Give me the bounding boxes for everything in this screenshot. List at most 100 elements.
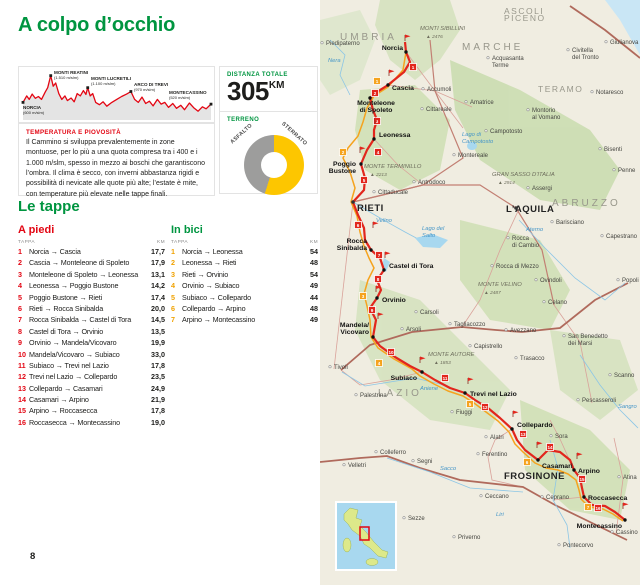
svg-text:Collepardo: Collepardo xyxy=(517,422,553,429)
climate-note: TEMPERATURA E PIOVOSITÀ Il Cammino si sv… xyxy=(18,123,215,198)
stage-row: 14 Casamari → Arpino 21,9 xyxy=(18,395,165,405)
col-stage-label: TAPPA xyxy=(171,240,189,245)
svg-text:2: 2 xyxy=(374,91,377,96)
svg-text:Aniene: Aniene xyxy=(419,386,439,392)
svg-text:6: 6 xyxy=(526,460,529,465)
svg-text:Atina: Atina xyxy=(623,475,637,481)
svg-text:16: 16 xyxy=(595,506,601,511)
italy-silhouette xyxy=(343,507,389,559)
svg-text:Palestrina: Palestrina xyxy=(360,393,387,399)
svg-text:Avezzano: Avezzano xyxy=(510,328,537,334)
climate-text: Il Cammino si sviluppa prevalentemente i… xyxy=(26,139,205,198)
svg-text:Celano: Celano xyxy=(548,300,568,306)
svg-text:Notaresco: Notaresco xyxy=(596,90,624,96)
svg-text:Norcia: Norcia xyxy=(382,45,403,52)
svg-text:(520 m/slm): (520 m/slm) xyxy=(169,95,191,100)
terrain-block: TERRENO ASFALTO STERRATO xyxy=(220,112,317,200)
svg-text:Penne: Penne xyxy=(618,168,636,174)
svg-text:7: 7 xyxy=(378,253,381,258)
svg-text:UMBRIA: UMBRIA xyxy=(340,32,397,43)
italy-inset-map xyxy=(335,501,397,571)
left-column: A colpo d’occhio NORCIA (600 m/slm) MONTI … xyxy=(18,14,318,562)
page-number: 8 xyxy=(30,551,36,562)
distance-number: 305 xyxy=(227,76,269,106)
svg-text:(970 m/slm): (970 m/slm) xyxy=(134,87,156,92)
svg-text:Cittaducale: Cittaducale xyxy=(378,190,409,196)
stage-row: 2 Cascia → Monteleone di Spoleto 17,9 xyxy=(18,258,165,268)
svg-text:Ovindoli: Ovindoli xyxy=(540,278,562,284)
svg-text:Giulianova: Giulianova xyxy=(610,40,639,46)
svg-text:Ceprano: Ceprano xyxy=(546,495,570,501)
svg-text:Campotosto: Campotosto xyxy=(490,129,523,135)
climate-heading: TEMPERATURA E PIOVOSITÀ xyxy=(26,129,121,136)
svg-text:(1.510 m/slm): (1.510 m/slm) xyxy=(54,75,79,80)
svg-text:Casamari: Casamari xyxy=(542,463,573,470)
svg-text:Alatri: Alatri xyxy=(490,435,504,441)
stage-row: 6 Collepardo → Arpino 48 xyxy=(171,303,318,313)
stage-row: 3 Rieti → Orvinio 54 xyxy=(171,269,318,279)
svg-text:7: 7 xyxy=(587,505,590,510)
svg-text:Sangro: Sangro xyxy=(618,404,637,410)
svg-text:Bisenti: Bisenti xyxy=(604,147,622,153)
svg-text:Ceccano: Ceccano xyxy=(485,494,509,500)
svg-text:MONTE AUTORE: MONTE AUTORE xyxy=(428,352,475,358)
stage-row: 5 Subiaco → Collepardo 44 xyxy=(171,292,318,302)
svg-text:Cassino: Cassino xyxy=(616,530,638,536)
col-km-label: KM xyxy=(157,240,165,245)
svg-text:1: 1 xyxy=(412,65,415,70)
svg-text:2: 2 xyxy=(342,150,345,155)
svg-text:Montereale: Montereale xyxy=(458,153,489,159)
stage-row: 7 Rocca Sinibalda → Castel di Tora 14,5 xyxy=(18,315,165,325)
svg-text:Capestrano: Capestrano xyxy=(606,234,638,240)
svg-text:Aterno: Aterno xyxy=(525,227,544,233)
svg-text:3: 3 xyxy=(376,119,379,124)
svg-text:15: 15 xyxy=(579,477,585,482)
svg-text:Barisciano: Barisciano xyxy=(556,220,585,226)
svg-text:4: 4 xyxy=(377,150,380,155)
cycling-rows: 1 Norcia → Leonessa 54 2 Leonessa → Rieti 48 3… xyxy=(171,247,318,327)
svg-text:▲ 1853: ▲ 1853 xyxy=(434,360,451,366)
distance-unit: KM xyxy=(268,80,285,91)
svg-text:Trasacco: Trasacco xyxy=(520,356,545,362)
svg-text:Arsoli: Arsoli xyxy=(406,327,421,333)
stage-row: 7 Arpino → Montecassino 49 xyxy=(171,315,318,325)
svg-text:Pontecorvo: Pontecorvo xyxy=(563,543,594,549)
map-labels: UMBRIA MARCHE ASCOLI PICENO TERAMO ABRUZZO LAZ… xyxy=(320,6,639,549)
route-map: 1 2 3 4 5 6 7 1 2 3 4 5 6 7 8 9 10 11 12 13 14 15 16 UMBRIA MAR… xyxy=(320,0,640,585)
inset-highlight-rect xyxy=(359,526,370,541)
stage-row: 3 Monteleone di Spoleto → Leonessa 13,1 xyxy=(18,269,165,279)
svg-text:Nera: Nera xyxy=(328,58,341,64)
svg-text:Colleferro: Colleferro xyxy=(380,450,407,456)
svg-text:Velino: Velino xyxy=(376,218,393,224)
cycling-table-title: In bici xyxy=(171,224,203,236)
walking-route-line xyxy=(351,41,626,521)
page-title: A colpo d’occhio xyxy=(18,14,176,36)
stage-row: 5 Poggio Bustone → Rieti 17,4 xyxy=(18,292,165,302)
svg-text:TERAMO: TERAMO xyxy=(538,84,583,94)
walking-table-title: A piedi xyxy=(18,224,55,236)
svg-text:Sacco: Sacco xyxy=(440,466,457,472)
svg-text:Scanno: Scanno xyxy=(614,373,635,379)
main-roads xyxy=(352,39,555,306)
svg-text:▲ 2213: ▲ 2213 xyxy=(370,172,387,178)
svg-text:5: 5 xyxy=(469,402,472,407)
svg-text:Tivoli: Tivoli xyxy=(334,365,348,371)
cycling-table-header: TAPPA KM xyxy=(171,240,318,245)
svg-text:Segni: Segni xyxy=(417,459,432,465)
svg-text:Orvinio: Orvinio xyxy=(382,297,406,304)
stage-row: 4 Leonessa → Poggio Bustone 14,2 xyxy=(18,281,165,291)
svg-text:▲ 2476: ▲ 2476 xyxy=(426,34,443,40)
stage-row: 15 Arpino → Roccasecca 17,8 xyxy=(18,406,165,416)
svg-text:1: 1 xyxy=(376,79,379,84)
elevation-chart: NORCIA (600 m/slm) MONTI REATINI (1.510 m/s… xyxy=(18,66,215,123)
svg-text:MONTI LUCRETILI: MONTI LUCRETILI xyxy=(91,76,131,81)
svg-text:Arpino: Arpino xyxy=(578,468,600,475)
svg-text:ABRUZZO: ABRUZZO xyxy=(552,198,621,209)
